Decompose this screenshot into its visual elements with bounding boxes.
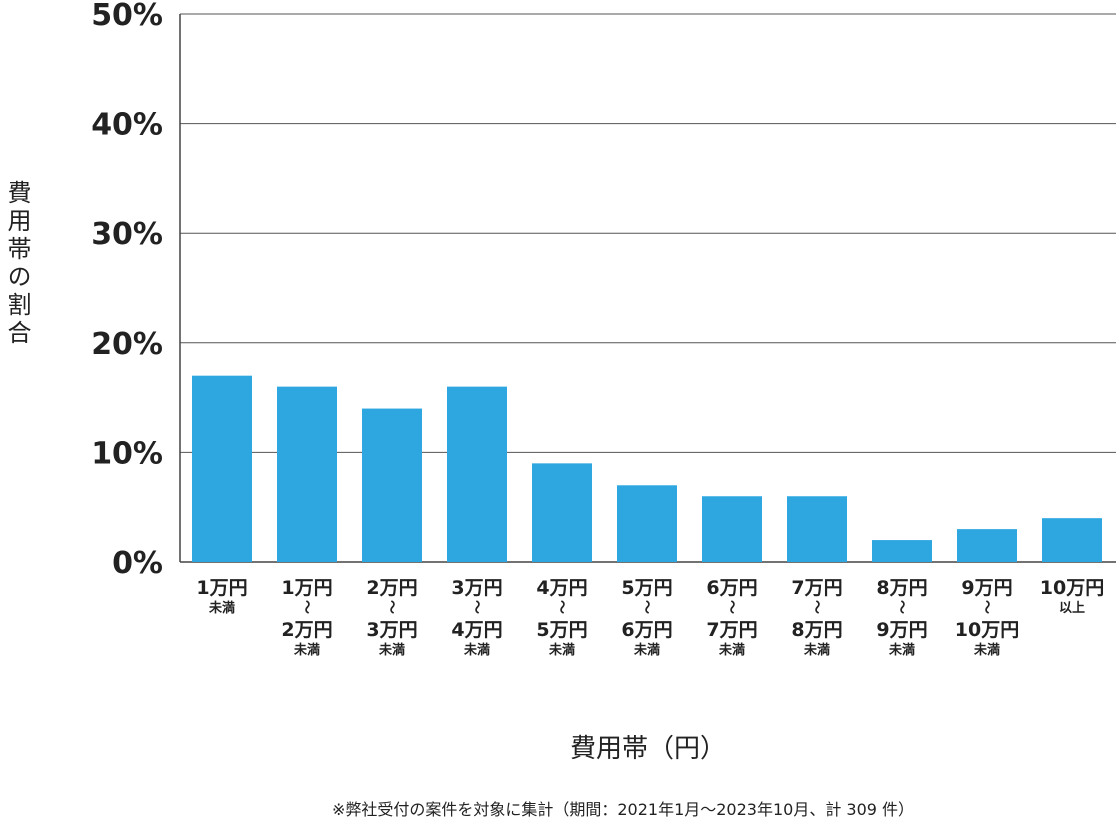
bar xyxy=(787,496,847,562)
x-tick-label: 4万円 xyxy=(451,619,502,641)
x-tick-label: 未満 xyxy=(718,642,745,658)
footnote: ※弊社受付の案件を対象に集計（期間：2021年1月～2023年10月、計 309… xyxy=(331,800,915,819)
bar xyxy=(702,496,762,562)
x-tick-label: 未満 xyxy=(973,642,1000,658)
x-tick-label: ～ xyxy=(298,600,314,614)
x-tick-label: ～ xyxy=(383,600,399,614)
x-tick-label: ～ xyxy=(468,600,484,614)
bar xyxy=(1042,518,1102,562)
bar xyxy=(362,408,422,562)
bar xyxy=(192,375,252,562)
bar xyxy=(277,386,337,562)
x-tick-label: 1万円 xyxy=(196,577,247,599)
y-tick-label: 20% xyxy=(91,327,163,362)
x-tick-label: 6万円 xyxy=(621,619,672,641)
x-tick-label: 未満 xyxy=(633,642,660,658)
x-tick-label: 以上 xyxy=(1059,601,1085,616)
x-tick-label: ～ xyxy=(638,600,654,614)
x-tick-label: 9万円 xyxy=(961,577,1012,599)
x-tick-label: 未満 xyxy=(803,642,830,658)
x-tick-label: 2万円 xyxy=(281,619,332,641)
x-tick-label: ～ xyxy=(978,600,994,614)
x-tick-label: ～ xyxy=(723,600,739,614)
x-tick-label: 3万円 xyxy=(366,619,417,641)
bar xyxy=(617,485,677,562)
x-tick-label: 3万円 xyxy=(451,577,502,599)
bar xyxy=(447,386,507,562)
x-tick-label: ～ xyxy=(553,600,569,614)
x-tick-label: 未満 xyxy=(378,642,405,658)
x-tick-label: 未満 xyxy=(548,642,575,658)
y-tick-label: 30% xyxy=(91,217,163,252)
x-tick-label: 8万円 xyxy=(791,619,842,641)
x-tick-label: 未満 xyxy=(463,642,490,658)
x-tick-label: 7万円 xyxy=(791,577,842,599)
x-tick-label: 5万円 xyxy=(536,619,587,641)
bar xyxy=(532,463,592,562)
x-axis-title: 費用帯（円） xyxy=(569,734,726,764)
x-tick-label: 1万円 xyxy=(281,577,332,599)
bar xyxy=(872,540,932,562)
x-tick-label: 未満 xyxy=(293,642,320,658)
y-tick-label: 40% xyxy=(91,108,163,143)
x-tick-label: 10万円 xyxy=(955,619,1019,641)
x-tick-label: 4万円 xyxy=(536,577,587,599)
y-tick-label: 50% xyxy=(91,0,163,33)
x-tick-label: 8万円 xyxy=(876,577,927,599)
x-tick-label: 2万円 xyxy=(366,577,417,599)
y-tick-label: 10% xyxy=(91,436,163,471)
x-tick-label: 5万円 xyxy=(621,577,672,599)
x-tick-label: 7万円 xyxy=(706,619,757,641)
x-tick-label: ～ xyxy=(808,600,824,614)
x-tick-label: 未満 xyxy=(208,600,235,616)
y-tick-label: 0% xyxy=(112,546,163,581)
bar xyxy=(957,529,1017,562)
x-tick-label: ～ xyxy=(893,600,909,614)
x-tick-label: 9万円 xyxy=(876,619,927,641)
x-tick-label: 未満 xyxy=(888,642,915,658)
y-axis-title: 費用帯の割合 xyxy=(3,180,31,348)
x-tick-label: 10万円 xyxy=(1040,577,1104,599)
x-tick-label: 6万円 xyxy=(706,577,757,599)
